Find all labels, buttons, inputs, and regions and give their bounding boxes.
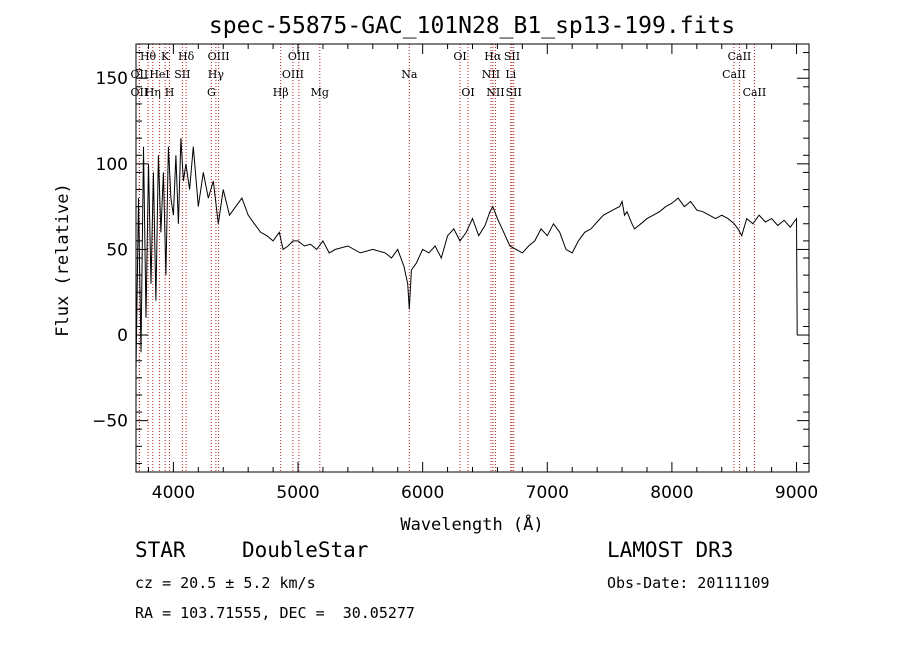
spectral-line-label: SII: [174, 68, 190, 81]
spectrum-line: [135, 138, 798, 370]
x-tick-label: 7000: [526, 483, 569, 503]
spectral-line-label: Li: [505, 68, 516, 81]
y-tick-label: 50: [106, 240, 128, 260]
spectral-line-label: CaII: [722, 68, 746, 81]
x-tick-label: 4000: [152, 483, 195, 503]
x-tick-label: 9000: [775, 483, 818, 503]
spectral-line-label: Mg: [311, 86, 329, 99]
spectral-line-label: SII: [504, 50, 520, 63]
object-class: STAR: [135, 538, 186, 562]
y-axis-label: Flux (relative): [53, 183, 73, 337]
y-tick-label: −50: [92, 412, 128, 432]
chart-title: spec-55875-GAC_101N28_B1_sp13-199.fits: [209, 13, 735, 39]
spectral-line-label: CaII: [743, 86, 767, 99]
x-tick-label: 8000: [650, 483, 693, 503]
spectral-line-label: H: [165, 86, 175, 99]
spectral-line-label: Hβ: [273, 86, 289, 99]
spectral-line-label: OIII: [288, 50, 310, 63]
spectral-line-label: Na: [401, 68, 418, 81]
y-tick-label: 100: [96, 155, 128, 175]
spectral-line-label: Hγ: [208, 68, 225, 81]
spectral-line-label: OIII: [282, 68, 304, 81]
spectral-line-label: OII: [131, 68, 149, 81]
spectral-line-label: Hα: [484, 50, 502, 63]
x-tick-label: 6000: [401, 483, 444, 503]
spectral-line-label: K: [161, 50, 170, 63]
spectral-line-label: OII: [131, 86, 149, 99]
spectral-line-label: G: [207, 86, 216, 99]
spectral-line-label: NII: [482, 68, 500, 81]
spectral-line-label: CaII: [728, 50, 752, 63]
redshift-info: cz = 20.5 ± 5.2 km/s: [135, 574, 316, 592]
coordinates: RA = 103.71555, DEC = 30.05277: [135, 604, 415, 622]
spectral-line-label: SII: [506, 86, 522, 99]
x-tick-label: 5000: [276, 483, 319, 503]
survey-name: LAMOST DR3: [607, 538, 734, 562]
spectral-line-label: OI: [461, 86, 474, 99]
spectral-line-label: OIII: [208, 50, 230, 63]
plot-frame: [135, 43, 810, 473]
spectral-line-label: Hη: [145, 86, 161, 99]
spectral-line-label: Hθ: [140, 50, 157, 63]
spectral-line-label: HeI: [149, 68, 169, 81]
x-axis-label: Wavelength (Å): [400, 513, 543, 535]
spectral-line-label: Hδ: [178, 50, 195, 63]
spectral-line-label: NII: [486, 86, 504, 99]
y-tick-label: 150: [96, 69, 128, 89]
spectral-line-label: OI: [453, 50, 466, 63]
y-tick-label: 0: [117, 326, 128, 346]
observation-date: Obs-Date: 20111109: [607, 574, 770, 592]
object-subclass: DoubleStar: [242, 538, 369, 562]
